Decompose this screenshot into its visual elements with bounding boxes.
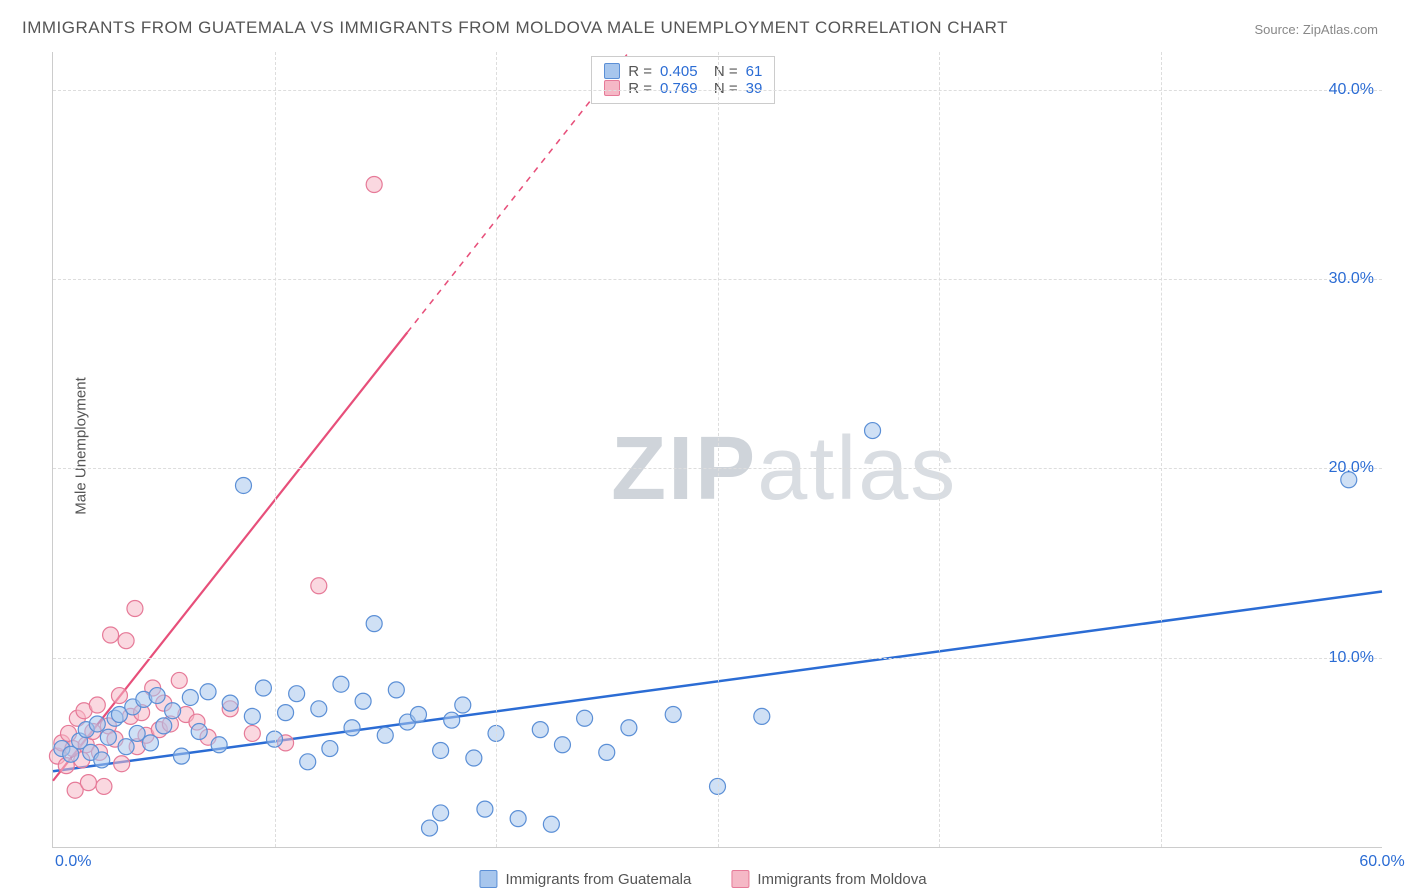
scatter-point — [366, 616, 382, 632]
scatter-point — [444, 712, 460, 728]
scatter-point — [621, 720, 637, 736]
scatter-point — [466, 750, 482, 766]
legend-label-guatemala: Immigrants from Guatemala — [505, 871, 691, 888]
scatter-point — [410, 707, 426, 723]
scatter-point — [142, 735, 158, 751]
stats-row-moldova: R = 0.769 N = 39 — [604, 80, 762, 97]
y-tick-label: 30.0% — [1329, 270, 1374, 288]
stats-n-guatemala: 61 — [746, 63, 763, 80]
scatter-point — [94, 752, 110, 768]
scatter-point — [89, 697, 105, 713]
scatter-point — [149, 688, 165, 704]
gridline-v — [1161, 52, 1162, 847]
scatter-point — [244, 725, 260, 741]
scatter-point — [129, 725, 145, 741]
scatter-point — [377, 727, 393, 743]
scatter-point — [665, 707, 681, 723]
scatter-point — [355, 693, 371, 709]
gridline-v — [718, 52, 719, 847]
scatter-point — [300, 754, 316, 770]
swatch-moldova-icon — [604, 80, 620, 96]
scatter-point — [80, 775, 96, 791]
scatter-point — [114, 756, 130, 772]
scatter-point — [433, 805, 449, 821]
scatter-point — [532, 722, 548, 738]
swatch-moldova-icon — [731, 870, 749, 888]
gridline-v — [496, 52, 497, 847]
y-tick-label: 20.0% — [1329, 459, 1374, 477]
source-label: Source: ZipAtlas.com — [1254, 22, 1378, 37]
scatter-point — [211, 737, 227, 753]
scatter-point — [510, 811, 526, 827]
scatter-point — [289, 686, 305, 702]
scatter-point — [96, 778, 112, 794]
scatter-point — [103, 627, 119, 643]
scatter-point — [366, 177, 382, 193]
scatter-point — [433, 742, 449, 758]
gridline-v — [939, 52, 940, 847]
swatch-guatemala-icon — [479, 870, 497, 888]
scatter-point — [543, 816, 559, 832]
scatter-point — [118, 633, 134, 649]
bottom-legend: Immigrants from Guatemala Immigrants fro… — [479, 870, 926, 888]
scatter-point — [333, 676, 349, 692]
scatter-point — [388, 682, 404, 698]
swatch-guatemala-icon — [604, 63, 620, 79]
stats-r-label: R = — [628, 80, 652, 97]
scatter-point — [754, 708, 770, 724]
scatter-point — [422, 820, 438, 836]
stats-n-label: N = — [706, 80, 738, 97]
scatter-point — [173, 748, 189, 764]
scatter-point — [222, 695, 238, 711]
stats-n-moldova: 39 — [746, 80, 763, 97]
stats-n-label: N = — [706, 63, 738, 80]
stats-legend-box: R = 0.405 N = 61 R = 0.769 N = 39 — [591, 56, 775, 104]
scatter-point — [311, 701, 327, 717]
scatter-point — [322, 741, 338, 757]
scatter-point — [118, 739, 134, 755]
chart-title: IMMIGRANTS FROM GUATEMALA VS IMMIGRANTS … — [22, 18, 1008, 38]
scatter-point — [171, 672, 187, 688]
scatter-point — [200, 684, 216, 700]
scatter-point — [278, 705, 294, 721]
stats-r-guatemala: 0.405 — [660, 63, 698, 80]
scatter-point — [865, 423, 881, 439]
scatter-point — [235, 477, 251, 493]
scatter-point — [311, 578, 327, 594]
stats-r-moldova: 0.769 — [660, 80, 698, 97]
scatter-point — [89, 716, 105, 732]
scatter-point — [599, 744, 615, 760]
legend-label-moldova: Immigrants from Moldova — [757, 871, 926, 888]
scatter-point — [156, 718, 172, 734]
legend-item-moldova: Immigrants from Moldova — [731, 870, 926, 888]
stats-row-guatemala: R = 0.405 N = 61 — [604, 63, 762, 80]
scatter-point — [477, 801, 493, 817]
scatter-point — [191, 724, 207, 740]
scatter-point — [244, 708, 260, 724]
x-tick-label: 60.0% — [1359, 853, 1404, 871]
x-tick-label: 0.0% — [55, 853, 91, 871]
plot-area: ZIPatlas R = 0.405 N = 61 R = 0.769 N = … — [52, 52, 1382, 848]
scatter-point — [111, 688, 127, 704]
scatter-point — [165, 703, 181, 719]
gridline-v — [275, 52, 276, 847]
scatter-point — [100, 729, 116, 745]
scatter-point — [577, 710, 593, 726]
scatter-point — [127, 601, 143, 617]
y-tick-label: 10.0% — [1329, 649, 1374, 667]
scatter-point — [554, 737, 570, 753]
scatter-point — [255, 680, 271, 696]
scatter-point — [182, 689, 198, 705]
stats-r-label: R = — [628, 63, 652, 80]
scatter-point — [455, 697, 471, 713]
scatter-point — [344, 720, 360, 736]
legend-item-guatemala: Immigrants from Guatemala — [479, 870, 691, 888]
y-tick-label: 40.0% — [1329, 81, 1374, 99]
